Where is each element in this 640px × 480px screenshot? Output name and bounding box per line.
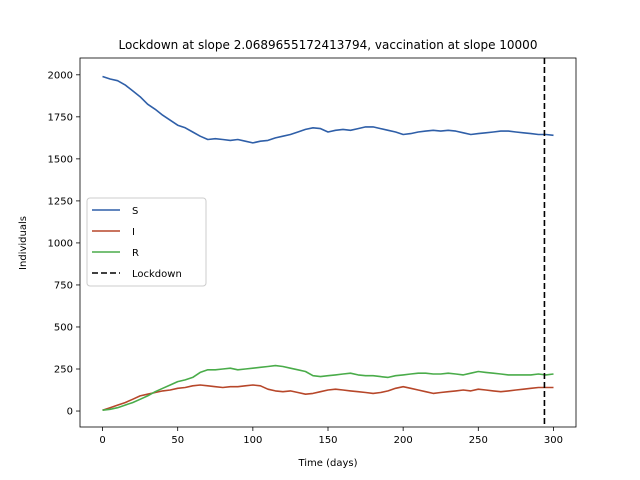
legend-item-r: R bbox=[92, 248, 139, 259]
plot-area bbox=[79, 57, 577, 428]
y-tick-label: 750 bbox=[54, 280, 73, 291]
y-tick-label: 1500 bbox=[48, 154, 73, 165]
x-tick-label: 300 bbox=[544, 435, 563, 446]
legend-items: SIR Lockdown bbox=[92, 206, 182, 280]
y-tick-label: 1000 bbox=[48, 238, 73, 249]
x-tick-label: 150 bbox=[318, 435, 337, 446]
legend-item-lockdown: Lockdown bbox=[92, 269, 182, 280]
legend-item-i: I bbox=[92, 227, 135, 238]
series-line-i bbox=[102, 384, 554, 411]
y-tick-label: 1250 bbox=[48, 196, 73, 207]
legend-label: R bbox=[132, 248, 139, 259]
series-layer bbox=[102, 75, 554, 411]
series-line-s bbox=[102, 75, 554, 144]
legend-label: Lockdown bbox=[132, 269, 182, 280]
chart-title: Lockdown at slope 2.0689655172413794, va… bbox=[119, 38, 538, 52]
y-tick-label: 250 bbox=[54, 365, 73, 376]
y-tick-label: 2000 bbox=[48, 70, 73, 81]
x-axis: 0 50 100 150 200 250 300 bbox=[99, 427, 563, 446]
y-tick-label: 500 bbox=[54, 322, 73, 333]
x-tick-label: 0 bbox=[99, 435, 105, 446]
legend-label: S bbox=[132, 206, 138, 217]
x-tick-label: 100 bbox=[243, 435, 262, 446]
legend: SIR Lockdown bbox=[86, 197, 207, 287]
y-tick-label: 0 bbox=[67, 407, 73, 418]
y-tick-label: 1750 bbox=[48, 112, 73, 123]
x-axis-title: Time (days) bbox=[297, 458, 357, 469]
x-tick-label: 250 bbox=[469, 435, 488, 446]
legend-item-s: S bbox=[92, 206, 138, 217]
legend-label: I bbox=[132, 227, 135, 238]
legend-box bbox=[86, 197, 207, 287]
x-tick-label: 200 bbox=[394, 435, 413, 446]
series-line-r bbox=[102, 364, 554, 411]
y-axis: 0 250 500 750 1000 1250 1500 1750 2000 bbox=[48, 70, 80, 418]
x-tick-label: 50 bbox=[171, 435, 184, 446]
y-axis-title: Individuals bbox=[18, 216, 29, 270]
